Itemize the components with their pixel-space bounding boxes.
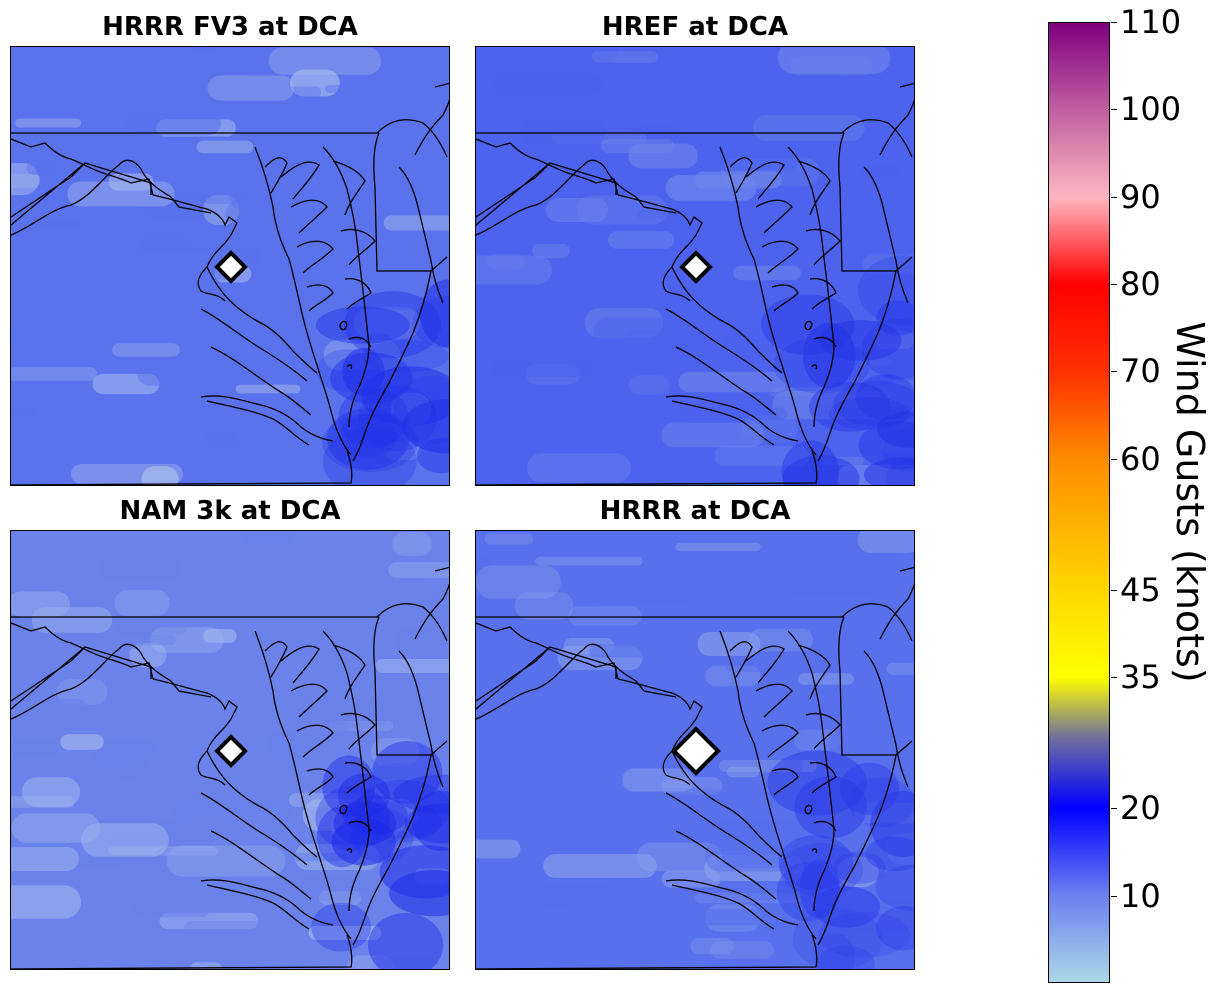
colorbar-tick-label: 100 xyxy=(1120,90,1182,129)
wind-field xyxy=(11,47,449,485)
state-borders xyxy=(476,566,914,969)
colorbar-tick xyxy=(1111,458,1117,460)
colorbar-tick-label: 90 xyxy=(1120,177,1161,216)
wind-gust-map xyxy=(11,531,449,969)
colorbar-label: Wind Gusts (knots) xyxy=(1168,321,1212,683)
colorbar-tick xyxy=(1111,22,1117,23)
panel-title: HRRR at DCA xyxy=(599,496,791,526)
colorbar-tick-label: 70 xyxy=(1120,352,1161,391)
map-panel-href: HREF at DCA xyxy=(475,12,915,486)
wind-gust-map xyxy=(476,47,914,485)
state-borders xyxy=(476,82,914,485)
colorbar-tick-label: 20 xyxy=(1120,789,1161,828)
panel-title: HRRR FV3 at DCA xyxy=(102,12,358,42)
map-panel-hrrr-fv3: HRRR FV3 at DCA xyxy=(10,12,450,486)
panel-title: HREF at DCA xyxy=(601,12,789,42)
map-frame xyxy=(10,530,450,970)
map-panel-hrrr: HRRR at DCA xyxy=(475,496,915,970)
colorbar-tick-label: 60 xyxy=(1120,439,1161,478)
colorbar-tick xyxy=(1111,895,1117,897)
map-frame xyxy=(10,46,450,486)
colorbar-tick xyxy=(1111,371,1117,373)
station-marker-dca xyxy=(214,734,248,768)
map-frame xyxy=(475,530,915,970)
colorbar-tick-label: 110 xyxy=(1120,3,1182,41)
wind-gust-map xyxy=(476,531,914,969)
panel-title: NAM 3k at DCA xyxy=(119,496,341,526)
colorbar-tick xyxy=(1111,677,1117,679)
colorbar-tick xyxy=(1111,589,1117,591)
colorbar-tick-label: 45 xyxy=(1120,570,1161,609)
state-borders xyxy=(11,566,449,969)
colorbar-tick xyxy=(1111,196,1117,198)
colorbar xyxy=(1048,22,1110,983)
wind-field xyxy=(476,531,914,969)
station-marker-dca xyxy=(679,250,713,284)
station-marker-dca xyxy=(671,726,721,776)
colorbar-tick xyxy=(1111,808,1117,810)
colorbar-tick xyxy=(1111,109,1117,111)
wind-gust-map xyxy=(11,47,449,485)
map-frame xyxy=(475,46,915,486)
colorbar-tick xyxy=(1111,284,1117,286)
colorbar-tick-label: 80 xyxy=(1120,265,1161,304)
colorbar-tick-label: 35 xyxy=(1120,658,1161,697)
colorbar-tick-label: 10 xyxy=(1120,876,1161,915)
wind-field xyxy=(476,47,914,485)
state-borders xyxy=(11,82,449,485)
map-panel-nam-3k: NAM 3k at DCA xyxy=(10,496,450,970)
station-marker-dca xyxy=(214,250,248,284)
